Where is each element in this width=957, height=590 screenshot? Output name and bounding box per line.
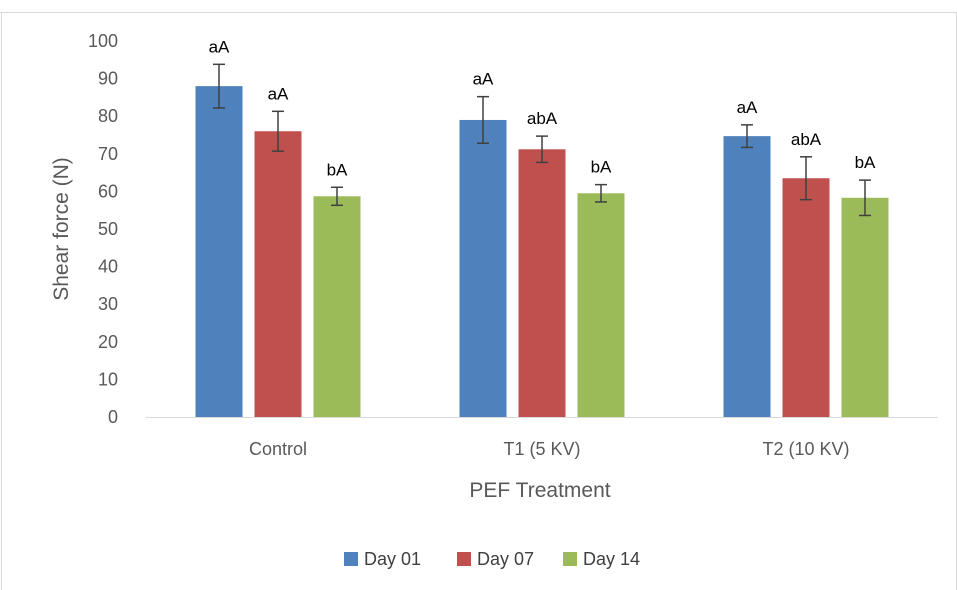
bar-day-14: [841, 197, 889, 417]
y-tick-label: 100: [88, 31, 118, 51]
legend-label: Day 01: [364, 549, 421, 569]
y-tick-labels: 0 10 20 30 40 50 60 70 80 90 100: [88, 31, 118, 427]
x-tick-label: Control: [249, 439, 307, 459]
data-label: bA: [591, 158, 612, 177]
y-tick-label: 20: [98, 332, 118, 352]
data-label: aA: [737, 98, 758, 117]
y-tick-label: 30: [98, 294, 118, 314]
y-axis-title: Shear force (N): [50, 157, 73, 301]
x-tick-labels: Control T1 (5 KV) T2 (10 KV): [249, 439, 850, 459]
bar-day-07: [254, 131, 302, 418]
x-axis-title: PEF Treatment: [469, 479, 610, 502]
bar-day-01: [459, 119, 507, 418]
data-label: bA: [327, 160, 348, 179]
bar-day-01: [195, 86, 243, 418]
data-label: abA: [791, 130, 822, 149]
y-tick-label: 10: [98, 369, 118, 389]
bar-day-07: [782, 178, 830, 417]
y-tick-label: 50: [98, 219, 118, 239]
data-label: aA: [268, 84, 289, 103]
bar-day-14: [313, 196, 361, 417]
x-tick-label: T1 (5 KV): [503, 439, 580, 459]
bar-day-14: [577, 193, 625, 417]
y-tick-label: 90: [98, 69, 118, 89]
y-tick-label: 40: [98, 257, 118, 277]
y-tick-label: 80: [98, 106, 118, 126]
data-label: aA: [473, 70, 494, 89]
legend-swatch: [457, 552, 471, 566]
legend-swatch: [344, 552, 358, 566]
plot-area: aA aA bA aA abA bA aA abA bA: [146, 37, 938, 418]
bar-day-07: [518, 149, 566, 417]
legend-swatch: [563, 552, 577, 566]
y-tick-label: 60: [98, 181, 118, 201]
y-tick-label: 0: [108, 407, 118, 427]
data-label: bA: [855, 153, 876, 172]
legend-label: Day 14: [583, 549, 640, 569]
data-label: abA: [527, 109, 558, 128]
data-label: aA: [209, 37, 230, 56]
x-tick-label: T2 (10 KV): [762, 439, 849, 459]
legend-label: Day 07: [477, 549, 534, 569]
legend: Day 01 Day 07 Day 14: [344, 549, 640, 569]
bar-day-01: [723, 136, 771, 418]
y-tick-label: 70: [98, 144, 118, 164]
